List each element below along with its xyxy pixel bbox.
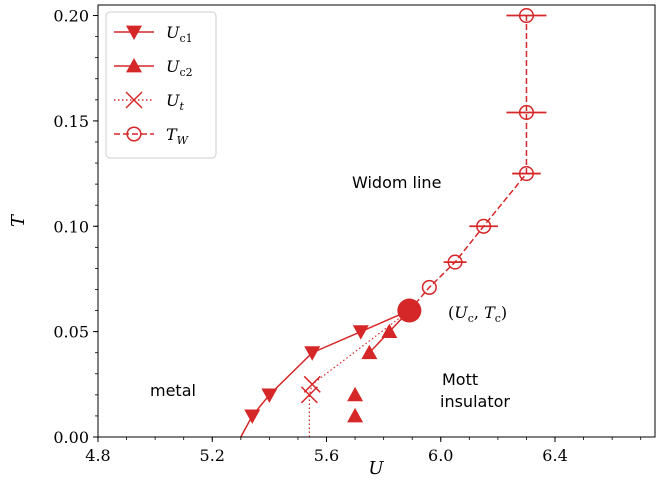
legend-label: Ut [166, 91, 184, 113]
series-u_t [300, 310, 410, 437]
series-line-2 [308, 310, 410, 437]
plot-frame [97, 4, 656, 438]
x-tick-label-0: 4.8 [85, 446, 110, 465]
legend-label: Uc1 [166, 23, 193, 45]
x-tick-label-3: 6.0 [428, 446, 453, 465]
data-point [518, 166, 535, 182]
data-point [361, 344, 378, 360]
legend-marker-stroke-b [125, 91, 143, 109]
mott-annotation-line1: Mott [442, 370, 478, 389]
legend-marker [126, 58, 142, 73]
data-point [347, 407, 364, 423]
series-u_c1 [244, 325, 369, 424]
tick-labels: 4.8 5.2 5.6 6.0 6.4 0.00 0.05 0.10 0.15 0.20 [53, 7, 567, 465]
data-point [244, 409, 261, 424]
legend-entry-u_c2: Uc2 [114, 57, 193, 79]
y-axis-label: T [8, 213, 29, 227]
data-point-stroke-b [303, 375, 321, 393]
data-point [518, 104, 535, 121]
data-point [381, 323, 398, 339]
critical-point-marker [397, 298, 422, 323]
y-tick-label-1: 0.05 [53, 323, 89, 342]
widom-line-annotation: Widom line [352, 173, 441, 192]
data-layer [240, 7, 547, 438]
legend-entry-u_c1: Uc1 [114, 23, 193, 45]
x-tick-label-4: 6.4 [542, 446, 567, 465]
legend: Uc1 Uc2 Ut TW [105, 11, 217, 159]
y-tick-label-2: 0.10 [53, 217, 89, 236]
critical-point-label: (Uc, Tc) [448, 303, 507, 325]
data-point [447, 254, 463, 270]
y-tick-label-4: 0.20 [53, 7, 89, 26]
data-point [421, 279, 437, 295]
data-point [476, 218, 492, 234]
data-point [347, 386, 364, 402]
legend-marker [126, 25, 142, 40]
legend-marker [125, 91, 143, 109]
data-point-stroke-b [300, 386, 318, 404]
mott-annotation-line2: insulator [440, 392, 510, 411]
y-tick-label-0: 0.00 [53, 428, 89, 447]
legend-label: Uc2 [166, 57, 193, 79]
data-point [261, 388, 278, 403]
series-t_w [408, 7, 547, 312]
series-u_c2 [347, 310, 410, 423]
y-tick-label-3: 0.15 [53, 112, 89, 131]
data-point [518, 7, 535, 24]
x-axis-label: U [368, 458, 384, 479]
x-tick-label-2: 5.6 [314, 446, 339, 465]
data-point [303, 375, 321, 393]
legend-entry-t_w: TW [114, 125, 190, 147]
metal-annotation: metal [150, 381, 196, 400]
legend-entry-u_t: Ut [114, 91, 184, 113]
x-tick-label-1: 5.2 [200, 446, 225, 465]
legend-marker [126, 126, 142, 142]
data-point [300, 386, 318, 404]
data-point [304, 346, 321, 361]
data-point [352, 325, 369, 340]
legend-label: TW [166, 125, 190, 147]
legend-box [105, 11, 217, 159]
